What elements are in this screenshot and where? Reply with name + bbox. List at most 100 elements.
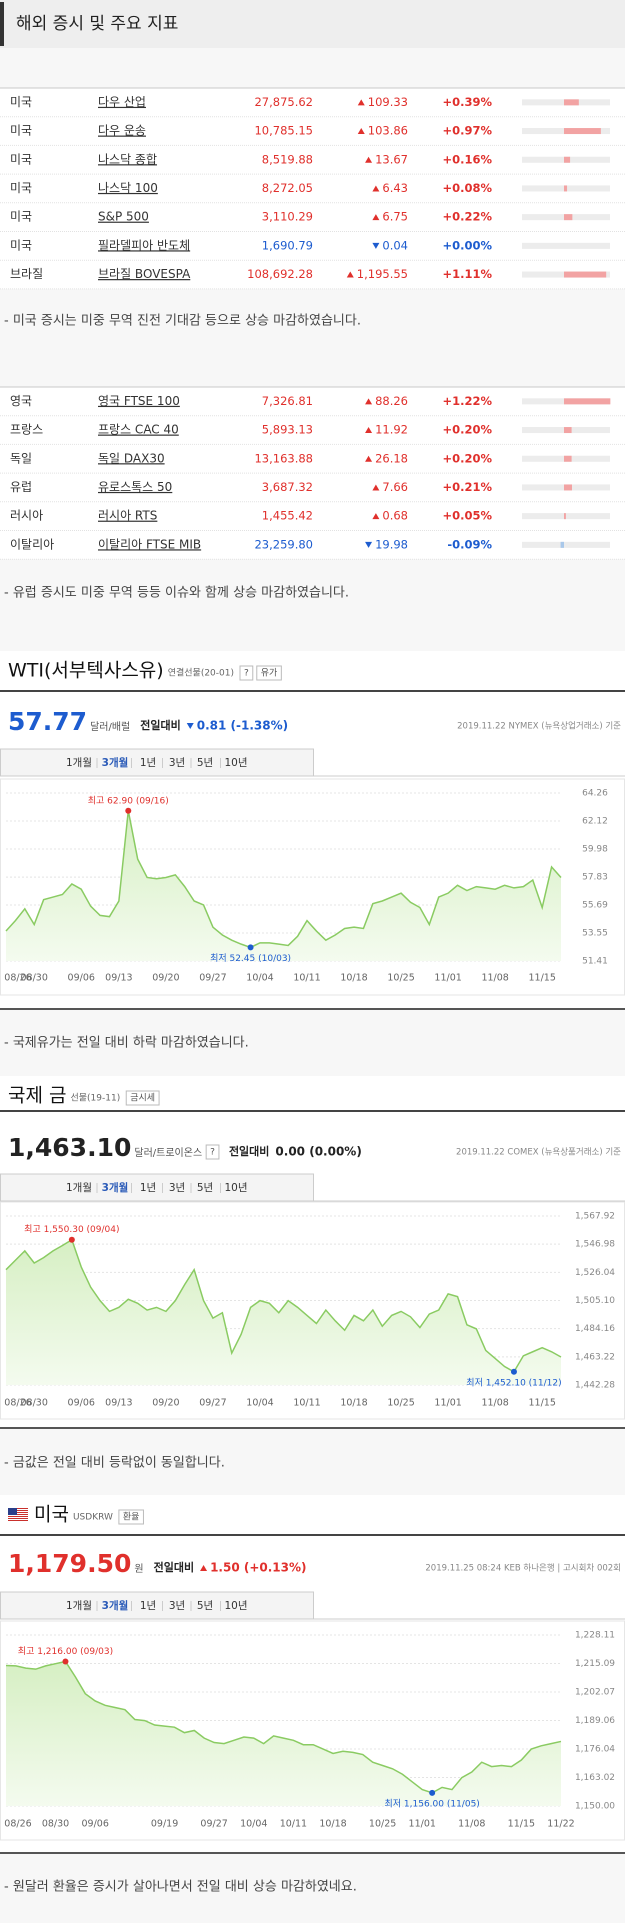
- period-tab[interactable]: 1개월: [66, 1182, 92, 1194]
- period-tab[interactable]: 3년: [169, 757, 185, 769]
- source: 2019.11.25 08:24 KEB 하나은행 | 고시회차 002회: [425, 1563, 621, 1574]
- index-name[interactable]: 다우 운송: [98, 124, 146, 138]
- unit: 달러/트로이온스: [134, 1147, 202, 1159]
- pct-bar: [564, 185, 568, 192]
- price: 3,687.32: [262, 480, 313, 494]
- index-name[interactable]: 독일 DAX30: [98, 451, 165, 465]
- unit: 달러/배럴: [90, 720, 130, 733]
- x-tick-label: 10/04: [246, 973, 273, 984]
- country: 미국: [10, 124, 32, 138]
- change-pct: +1.11%: [442, 267, 492, 281]
- country: 이탈리아: [10, 537, 54, 551]
- index-name[interactable]: 나스닥 100: [98, 181, 158, 195]
- index-name[interactable]: 프랑스 CAC 40: [98, 423, 179, 437]
- period-tab[interactable]: 1년: [140, 757, 156, 769]
- period-tab[interactable]: 5년: [197, 757, 213, 769]
- price: 5,893.13: [262, 423, 313, 437]
- area: [6, 1239, 561, 1385]
- line: [5, 1238, 562, 1373]
- period-tab[interactable]: 3개월: [102, 1599, 129, 1612]
- chart-button-box[interactable]: [125, 1090, 160, 1106]
- low-point: [429, 1789, 436, 1796]
- period-tab[interactable]: 3개월: [102, 756, 129, 769]
- chart-button[interactable]: ?: [244, 669, 249, 679]
- period-tab[interactable]: 3년: [169, 1182, 185, 1194]
- x-tick-label: 09/13: [105, 1398, 132, 1409]
- flag-stripe: [8, 1510, 28, 1511]
- index-name[interactable]: 이탈리아 FTSE MIB: [98, 537, 201, 551]
- period-tab[interactable]: 3년: [169, 1600, 185, 1612]
- period-tab[interactable]: 1개월: [66, 757, 92, 769]
- index-name[interactable]: 브라질 BOVESPA: [98, 267, 191, 281]
- line: [5, 1660, 562, 1794]
- y-tick-label: 1,176.04: [575, 1744, 615, 1754]
- index-name[interactable]: 다우 산업: [98, 95, 146, 109]
- x-tick-label: 09/06: [68, 1398, 95, 1409]
- index-name[interactable]: 유로스톡스 50: [98, 480, 172, 494]
- x-tick-label: 10/25: [387, 1398, 414, 1409]
- down-arrow: [186, 723, 194, 729]
- low-point: [247, 944, 254, 951]
- change: 1,195.55: [357, 267, 408, 281]
- index-name[interactable]: 러시아 RTS: [98, 509, 157, 523]
- y-tick-label: 55.69: [582, 901, 608, 911]
- up-arrow: [372, 513, 380, 520]
- section-rule: [0, 690, 625, 692]
- chart-title: WTI(서부텍사스유): [8, 660, 164, 682]
- flag-stripe: [8, 1512, 28, 1513]
- change-pct: +0.16%: [442, 152, 492, 166]
- chart-button-box[interactable]: [256, 665, 282, 681]
- index-name[interactable]: 필라델피아 반도체: [98, 238, 190, 252]
- period-tab[interactable]: 5년: [197, 1600, 213, 1612]
- chart-button[interactable]: 환율: [123, 1511, 140, 1523]
- change-pct: +0.05%: [442, 509, 492, 523]
- x-tick-label: 08/26: [4, 973, 31, 984]
- unit-button[interactable]: ?: [210, 1148, 215, 1158]
- chart-button[interactable]: 유가: [261, 668, 278, 679]
- header-band: [0, 0, 625, 48]
- source: 2019.11.22 COMEX (뉴욕상품거래소) 기준: [456, 1147, 621, 1158]
- change-pct: -0.09%: [447, 537, 492, 551]
- y-tick-label: 1,442.28: [575, 1381, 615, 1391]
- high-label: 최고 1,216.00 (09/03): [18, 1646, 113, 1657]
- change-pct: +0.20%: [442, 451, 492, 465]
- chart-button-box[interactable]: [239, 665, 254, 681]
- line: [5, 810, 562, 949]
- y-tick-label: 1,189.06: [575, 1716, 615, 1726]
- pct-bar: [564, 398, 611, 405]
- change: 0.68: [382, 509, 408, 523]
- x-tick-label: 11/01: [434, 973, 461, 984]
- section-rule: [0, 1110, 625, 1112]
- pct-bar: [564, 271, 607, 278]
- y-tick-label: 1,150.00: [575, 1802, 615, 1812]
- change: 88.26: [375, 394, 408, 408]
- period-tab[interactable]: 1년: [140, 1182, 156, 1194]
- chart-button[interactable]: 금시세: [130, 1093, 155, 1104]
- unit-button-box[interactable]: [205, 1144, 220, 1160]
- index-name[interactable]: 영국 FTSE 100: [98, 394, 180, 408]
- x-tick-label: 11/15: [508, 1819, 535, 1830]
- table-bg: [0, 88, 625, 289]
- change: 19.98: [375, 537, 408, 551]
- change: 6.43: [382, 181, 408, 195]
- up-arrow: [346, 271, 354, 278]
- change: 1.50 (+0.13%): [210, 1561, 306, 1575]
- chart-button-box[interactable]: [118, 1509, 144, 1525]
- period-tab[interactable]: 10년: [224, 1182, 247, 1194]
- period-tab[interactable]: 1개월: [66, 1600, 92, 1612]
- period-tab[interactable]: 1년: [140, 1600, 156, 1612]
- period-tab[interactable]: 5년: [197, 1182, 213, 1194]
- bar-track: [522, 513, 610, 520]
- change-pct: +0.20%: [442, 423, 492, 437]
- chart-title: 국제 금: [8, 1085, 66, 1107]
- period-tab[interactable]: 3개월: [102, 1181, 129, 1194]
- x-tick-label: 11/08: [481, 1398, 508, 1409]
- index-name[interactable]: 나스닥 종합: [98, 152, 157, 166]
- pct-bar: [564, 128, 601, 135]
- change-pct: +1.22%: [442, 394, 492, 408]
- period-tab[interactable]: 10년: [224, 757, 247, 769]
- period-tab[interactable]: 10년: [224, 1600, 247, 1612]
- x-tick-label: 11/15: [528, 1398, 555, 1409]
- index-name[interactable]: S&P 500: [98, 210, 149, 224]
